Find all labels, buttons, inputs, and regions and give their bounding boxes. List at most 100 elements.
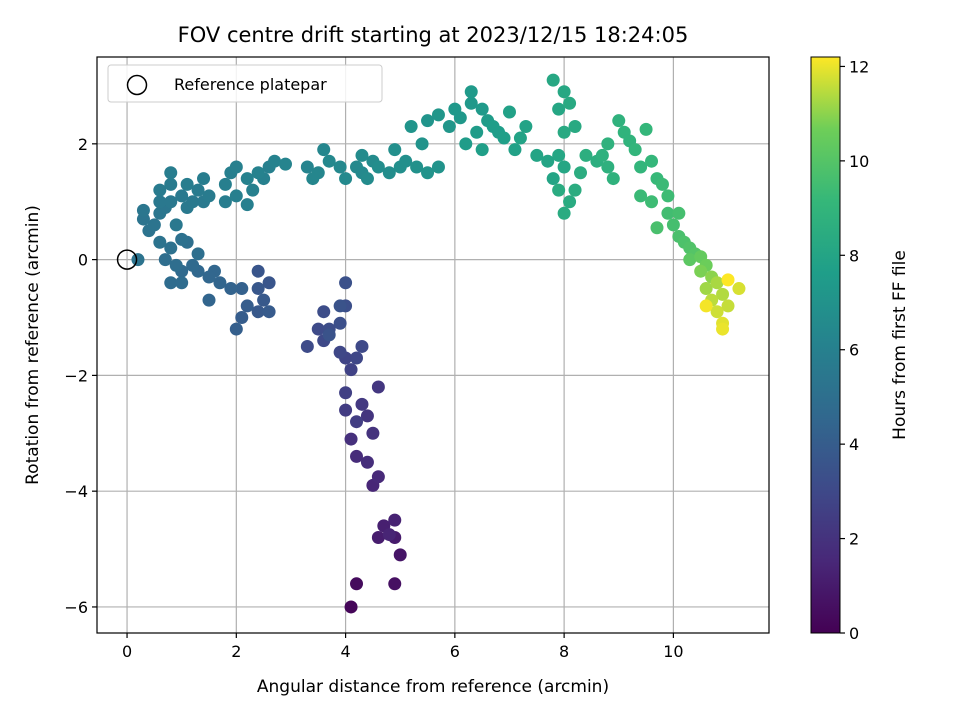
y-tick-label: 2 xyxy=(78,135,88,154)
colorbar-gradient xyxy=(811,57,840,633)
colorbar-tick-label: 8 xyxy=(849,246,859,265)
scatter-point xyxy=(421,114,435,128)
scatter-point xyxy=(568,119,582,133)
scatter-point xyxy=(546,73,560,87)
scatter-point xyxy=(164,195,178,209)
scatter-point xyxy=(552,183,566,197)
scatter-point xyxy=(552,148,566,162)
scatter-point xyxy=(355,397,369,411)
scatter-point xyxy=(235,311,249,325)
scatter-point xyxy=(333,299,347,313)
scatter-point xyxy=(393,548,407,562)
scatter-point xyxy=(262,305,276,319)
scatter-point xyxy=(431,160,445,174)
scatter-point xyxy=(366,426,380,440)
scatter-point xyxy=(601,137,615,151)
colorbar-tick-label: 6 xyxy=(849,341,859,360)
scatter-point xyxy=(333,345,347,359)
x-tick-label: 10 xyxy=(663,642,683,661)
scatter-point xyxy=(645,154,659,168)
scatter-point xyxy=(716,322,730,336)
legend-marker-reference xyxy=(126,74,148,96)
scatter-point xyxy=(683,253,697,267)
scatter-point xyxy=(339,172,353,186)
scatter-point xyxy=(628,143,642,157)
scatter-point xyxy=(699,282,713,296)
scatter-point xyxy=(606,172,620,186)
scatter-point xyxy=(464,96,478,110)
scatter-point xyxy=(546,172,560,186)
scatter-point xyxy=(694,264,708,278)
y-tick-label: −2 xyxy=(64,366,88,385)
scatter-point xyxy=(568,183,582,197)
scatter-point xyxy=(639,122,653,136)
scatter-point xyxy=(153,195,167,209)
scatter-point xyxy=(164,166,178,180)
scatter-point xyxy=(229,160,243,174)
axis-ticks: 0 2 4 6 8 10 −6 −4 −2 0 2 xyxy=(64,135,683,661)
scatter-point xyxy=(306,172,320,186)
scatter-point xyxy=(344,432,358,446)
scatter-point xyxy=(186,258,200,272)
scatter-point xyxy=(213,276,227,290)
y-axis-label: Rotation from reference (arcmin) xyxy=(23,205,43,485)
legend: Reference platepar xyxy=(107,64,383,103)
scatter-point xyxy=(645,195,659,209)
scatter-point xyxy=(355,339,369,353)
scatter-point xyxy=(158,253,172,267)
scatter-point xyxy=(202,293,216,307)
scatter-point xyxy=(175,232,189,246)
colorbar-frame xyxy=(810,56,841,634)
scatter-point xyxy=(634,160,648,174)
scatter-point xyxy=(164,276,178,290)
reference-marker xyxy=(116,249,138,270)
scatter-point xyxy=(666,218,680,232)
colorbar: 0 2 4 6 8 10 12 Hours from first FF file xyxy=(810,56,910,643)
scatter-point xyxy=(634,189,648,203)
plot-area-frame xyxy=(96,56,770,634)
scatter-point xyxy=(251,282,265,296)
scatter-point xyxy=(339,276,353,290)
scatter-point xyxy=(371,380,385,394)
scatter-point xyxy=(382,528,396,542)
scatter-point xyxy=(333,160,347,174)
scatter-point xyxy=(164,177,178,191)
scatter-point xyxy=(246,183,260,197)
scatter-point xyxy=(339,386,353,400)
scatter-point xyxy=(502,105,516,119)
chart-title: FOV centre drift starting at 2023/12/15 … xyxy=(178,23,689,47)
colorbar-ticks: 0 2 4 6 8 10 12 xyxy=(840,57,869,643)
scatter-point xyxy=(388,513,402,527)
scatter-point xyxy=(191,247,205,261)
scatter-point xyxy=(497,131,511,145)
scatter-point xyxy=(710,305,724,319)
scatter-point xyxy=(229,189,243,203)
scatter-points xyxy=(116,73,746,614)
scatter-point xyxy=(224,282,238,296)
y-tick-label: −6 xyxy=(64,598,88,617)
scatter-point xyxy=(350,577,364,591)
scatter-point xyxy=(442,119,456,133)
y-tick-label: 0 xyxy=(78,251,88,270)
legend-box xyxy=(107,64,383,103)
scatter-point xyxy=(557,85,571,99)
scatter-point xyxy=(262,276,276,290)
scatter-point xyxy=(552,102,566,116)
colorbar-tick-label: 4 xyxy=(849,435,859,454)
scatter-point xyxy=(464,85,478,99)
scatter-point xyxy=(131,253,145,267)
scatter-point xyxy=(530,148,544,162)
scatter-point xyxy=(404,119,418,133)
colorbar-tick-label: 0 xyxy=(849,624,859,643)
legend-entry-reference: Reference platepar xyxy=(174,75,327,94)
x-tick-label: 2 xyxy=(231,642,241,661)
x-tick-label: 8 xyxy=(559,642,569,661)
scatter-point xyxy=(218,177,232,191)
scatter-point xyxy=(513,131,527,145)
scatter-point xyxy=(251,305,265,319)
scatter-point xyxy=(399,154,413,168)
scatter-point xyxy=(339,403,353,417)
scatter-point xyxy=(612,114,626,128)
scatter-point xyxy=(475,143,489,157)
